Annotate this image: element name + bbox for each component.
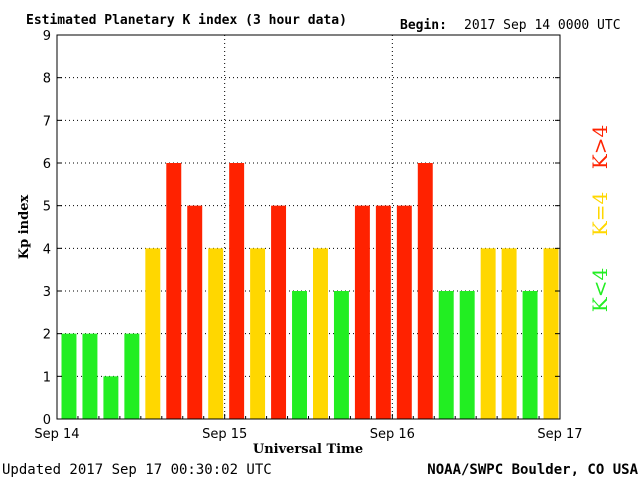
kp-bar (271, 205, 287, 419)
kp-bar (543, 248, 559, 419)
kp-bar (187, 205, 203, 419)
kp-bar (292, 291, 307, 419)
x-tick-label: Sep 15 (202, 427, 247, 442)
legend-item: K<4 (588, 268, 612, 312)
kp-bar (522, 291, 538, 419)
x-tick-label: Sep 14 (34, 427, 79, 442)
begin-value: 2017 Sep 14 0000 UTC (464, 18, 621, 33)
kp-bar (438, 291, 454, 419)
kp-bar (250, 248, 266, 419)
legend-item: K=4 (588, 192, 612, 236)
kp-bar (396, 205, 412, 419)
kp-bar (480, 248, 496, 419)
y-tick-label: 2 (43, 328, 51, 343)
kp-bar (229, 163, 245, 419)
y-tick-label: 7 (43, 114, 51, 129)
grid-lines (57, 34, 560, 419)
updated-text: Updated 2017 Sep 17 00:30:02 UTC (2, 462, 272, 478)
x-tick-label: Sep 17 (537, 427, 582, 442)
y-tick-label: 8 (43, 72, 51, 87)
kp-bar (61, 333, 77, 419)
y-tick-label: 4 (43, 242, 51, 257)
chart-title: Estimated Planetary K index (3 hour data… (26, 13, 347, 28)
kp-bar (333, 291, 349, 419)
kp-bar (82, 333, 98, 419)
bars (61, 163, 559, 419)
kp-bar (354, 205, 370, 419)
y-tick-label: 9 (43, 29, 51, 44)
kp-bar (124, 333, 140, 419)
x-tick-label: Sep 16 (370, 427, 415, 442)
kp-bar (208, 248, 224, 419)
kp-bar (501, 248, 517, 419)
kp-bar (375, 205, 391, 419)
kp-bar (145, 248, 161, 419)
x-axis-ticks: Sep 14 Sep 15 Sep 16 Sep 17 (34, 414, 583, 442)
x-axis-label: Universal Time (253, 442, 363, 457)
y-tick-label: 3 (43, 285, 51, 300)
begin-label: Begin: (400, 18, 447, 33)
y-tick-label: 1 (43, 370, 51, 385)
y-tick-label: 6 (43, 157, 51, 172)
y-tick-label: 5 (43, 200, 51, 215)
kp-bar (313, 248, 328, 419)
y-axis-ticks: 0 1 2 3 4 5 6 7 8 9 (43, 29, 560, 428)
kp-bar (166, 163, 182, 419)
kp-bar (417, 163, 433, 419)
kp-bar (103, 376, 119, 419)
legend: K<4 K=4 K>4 (588, 125, 612, 312)
legend-item: K>4 (588, 125, 612, 169)
y-axis-label: Kp index (17, 195, 32, 260)
y-tick-label: 0 (43, 413, 51, 428)
source-text: NOAA/SWPC Boulder, CO USA (427, 462, 638, 478)
kp-bar (459, 291, 475, 419)
